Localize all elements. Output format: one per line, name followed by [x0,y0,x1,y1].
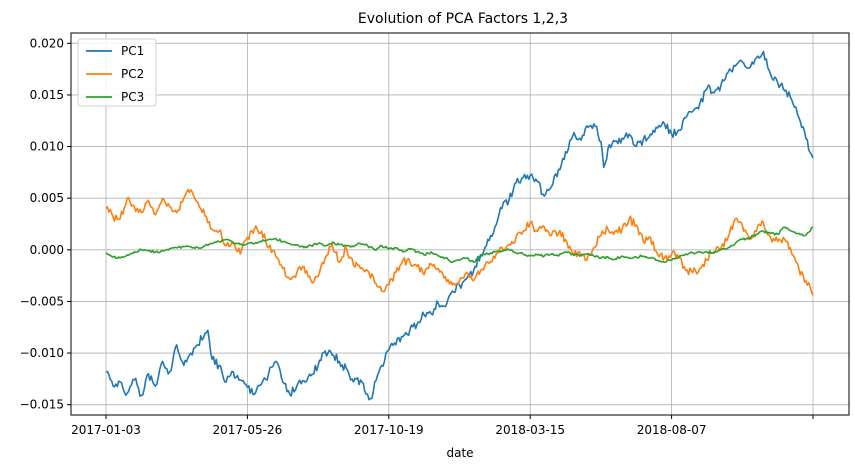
plot-frame [70,32,850,416]
legend-label-pc2: PC2 [121,67,144,81]
y-tick-label: 0.000 [30,243,64,257]
legend-label-pc3: PC3 [121,90,144,104]
grid-lines [71,33,849,415]
x-axis: 2017-01-03 2017-05-26 2017-10-19 2018-03-15… [71,415,814,437]
legend-box [77,38,157,107]
y-tick-label: 0.015 [30,88,64,102]
y-tick-label: 0.005 [30,191,64,205]
y-tick-label: −0.015 [20,398,64,412]
y-tick-label: −0.005 [20,294,64,308]
y-tick-label: 0.020 [30,36,64,50]
x-tick-label: 2017-05-26 [213,423,283,437]
x-tick-label: 2018-08-07 [637,423,707,437]
y-axis: −0.015 −0.010 −0.005 0.000 0.005 0.010 0.015 0.… [20,36,71,412]
series-line-pc2 [105,188,814,296]
series-line-pc3 [105,226,814,264]
series-line-pc1 [105,50,814,401]
legend: PC1 PC2 PC3 [77,38,157,107]
x-tick-label: 2017-01-03 [71,423,141,437]
chart-title: Evolution of PCA Factors 1,2,3 [358,11,568,27]
y-tick-label: 0.010 [30,140,64,154]
series-lines [105,50,814,401]
x-tick-label: 2018-03-15 [495,423,565,437]
x-tick-label: 2017-10-19 [354,423,424,437]
y-tick-label: −0.010 [20,346,64,360]
x-axis-label: date [446,446,473,460]
legend-label-pc1: PC1 [121,44,144,58]
